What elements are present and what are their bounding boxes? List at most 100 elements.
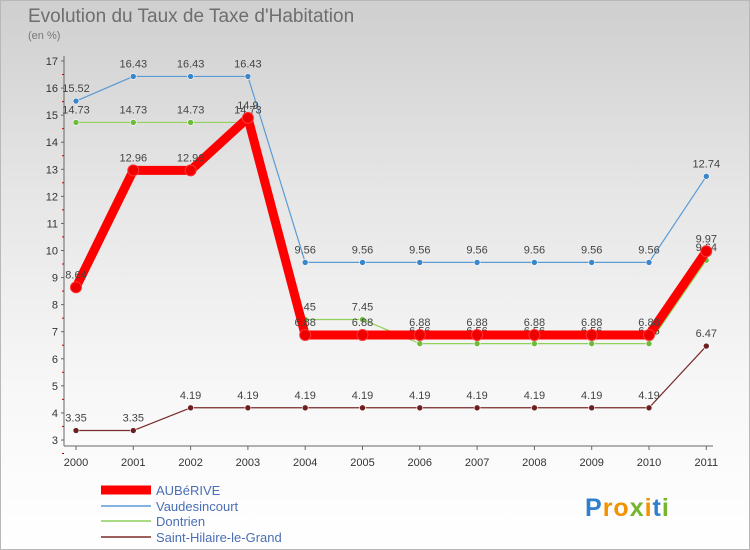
data-label: 14.73 xyxy=(62,104,90,116)
x-tick-label: 2004 xyxy=(293,457,317,469)
x-tick-label: 2007 xyxy=(465,457,489,469)
data-point xyxy=(72,119,80,126)
data-point xyxy=(531,404,538,412)
data-point xyxy=(473,259,481,266)
data-point xyxy=(356,328,369,341)
series-line-aub-rive xyxy=(71,113,711,340)
data-point xyxy=(413,328,426,341)
y-tick-label: 15 xyxy=(46,110,58,122)
y-tick-label: 3 xyxy=(52,435,58,447)
data-point xyxy=(244,404,252,412)
data-point xyxy=(700,245,713,258)
data-point xyxy=(702,173,710,180)
y-tick-label: 11 xyxy=(47,218,58,230)
data-point xyxy=(70,281,82,294)
x-tick-label: 2011 xyxy=(694,457,718,469)
data-label: 4.19 xyxy=(237,390,258,402)
data-label: 16.43 xyxy=(177,58,205,70)
x-tick-label: 2003 xyxy=(236,457,260,469)
y-tick-label: 7 xyxy=(52,327,58,339)
y-tick-label: 8 xyxy=(52,300,58,312)
y-tick-label: 9 xyxy=(52,273,58,285)
data-label: 15.52 xyxy=(62,83,90,95)
data-point xyxy=(531,340,538,347)
data-label: 14.73 xyxy=(177,104,205,116)
data-point xyxy=(528,328,541,341)
data-point xyxy=(588,340,596,347)
legend-label: Dontrien xyxy=(156,514,205,529)
data-label: 9.97 xyxy=(696,233,717,245)
data-label: 12.96 xyxy=(177,152,205,164)
data-label: 6.88 xyxy=(524,317,545,329)
data-point xyxy=(187,404,194,412)
data-label: 6.88 xyxy=(638,317,659,329)
data-label: 14.73 xyxy=(120,104,148,116)
x-tick-label: 2008 xyxy=(522,457,546,469)
data-point xyxy=(301,404,309,412)
y-tick-label: 4 xyxy=(52,408,58,420)
data-point xyxy=(244,73,252,80)
data-label: 14.73 xyxy=(234,104,262,116)
legend-label: Vaudesincourt xyxy=(156,499,239,514)
y-tick-label: 5 xyxy=(52,381,58,393)
data-point xyxy=(473,340,481,347)
y-tick-label: 13 xyxy=(46,164,58,176)
y-tick-label: 6 xyxy=(52,354,58,366)
data-label: 14.9 xyxy=(237,100,258,112)
data-point xyxy=(588,404,596,412)
data-point xyxy=(416,259,424,266)
x-tick-label: 2001 xyxy=(121,457,145,469)
data-point xyxy=(359,316,366,323)
data-label: 6.88 xyxy=(352,317,373,329)
data-label: 9.56 xyxy=(638,244,659,256)
data-point xyxy=(473,404,481,412)
data-point xyxy=(130,119,137,126)
x-tick-label: 2009 xyxy=(579,457,603,469)
y-tick-label: 16 xyxy=(46,83,58,95)
data-label: 8.64 xyxy=(65,269,86,281)
data-point xyxy=(416,404,424,412)
proxiti-logo: Proxiti xyxy=(585,494,670,522)
y-tick-label: 12 xyxy=(46,191,58,203)
series-line-vaudesincourt xyxy=(75,75,707,264)
data-point xyxy=(585,328,598,341)
data-point xyxy=(187,119,194,126)
data-label: 6.47 xyxy=(696,328,717,340)
chart-subtitle: (en %) xyxy=(28,30,61,42)
data-point xyxy=(127,164,140,177)
y-tick-label: 14 xyxy=(46,137,58,149)
data-label: 4.19 xyxy=(638,390,659,402)
data-label: 7.45 xyxy=(352,302,373,314)
data-point xyxy=(130,73,137,80)
data-point xyxy=(471,328,484,341)
data-point xyxy=(645,340,653,347)
data-label: 4.19 xyxy=(180,390,201,402)
data-label: 6.88 xyxy=(294,317,315,329)
data-label: 12.74 xyxy=(693,158,721,170)
data-point xyxy=(588,259,596,266)
data-label: 6.88 xyxy=(581,317,602,329)
data-point xyxy=(359,404,366,412)
data-label: 4.19 xyxy=(581,390,602,402)
data-point xyxy=(645,259,653,266)
series-line-dontrien xyxy=(75,121,707,345)
data-point xyxy=(531,259,538,266)
x-tick-label: 2002 xyxy=(178,457,202,469)
data-label: 9.56 xyxy=(294,244,315,256)
y-tick-label: 17 xyxy=(46,56,58,68)
data-point xyxy=(241,111,254,124)
data-label: 16.43 xyxy=(120,58,148,70)
x-tick-label: 2006 xyxy=(408,457,432,469)
data-label: 4.19 xyxy=(524,390,545,402)
data-point xyxy=(187,73,194,80)
data-label: 9.56 xyxy=(524,244,545,256)
data-point xyxy=(643,328,655,341)
data-label: 4.19 xyxy=(466,390,487,402)
data-label: 6.88 xyxy=(466,317,487,329)
data-label: 4.19 xyxy=(294,390,315,402)
data-point xyxy=(416,340,424,347)
data-point xyxy=(72,427,80,434)
x-tick-label: 2010 xyxy=(637,457,661,469)
